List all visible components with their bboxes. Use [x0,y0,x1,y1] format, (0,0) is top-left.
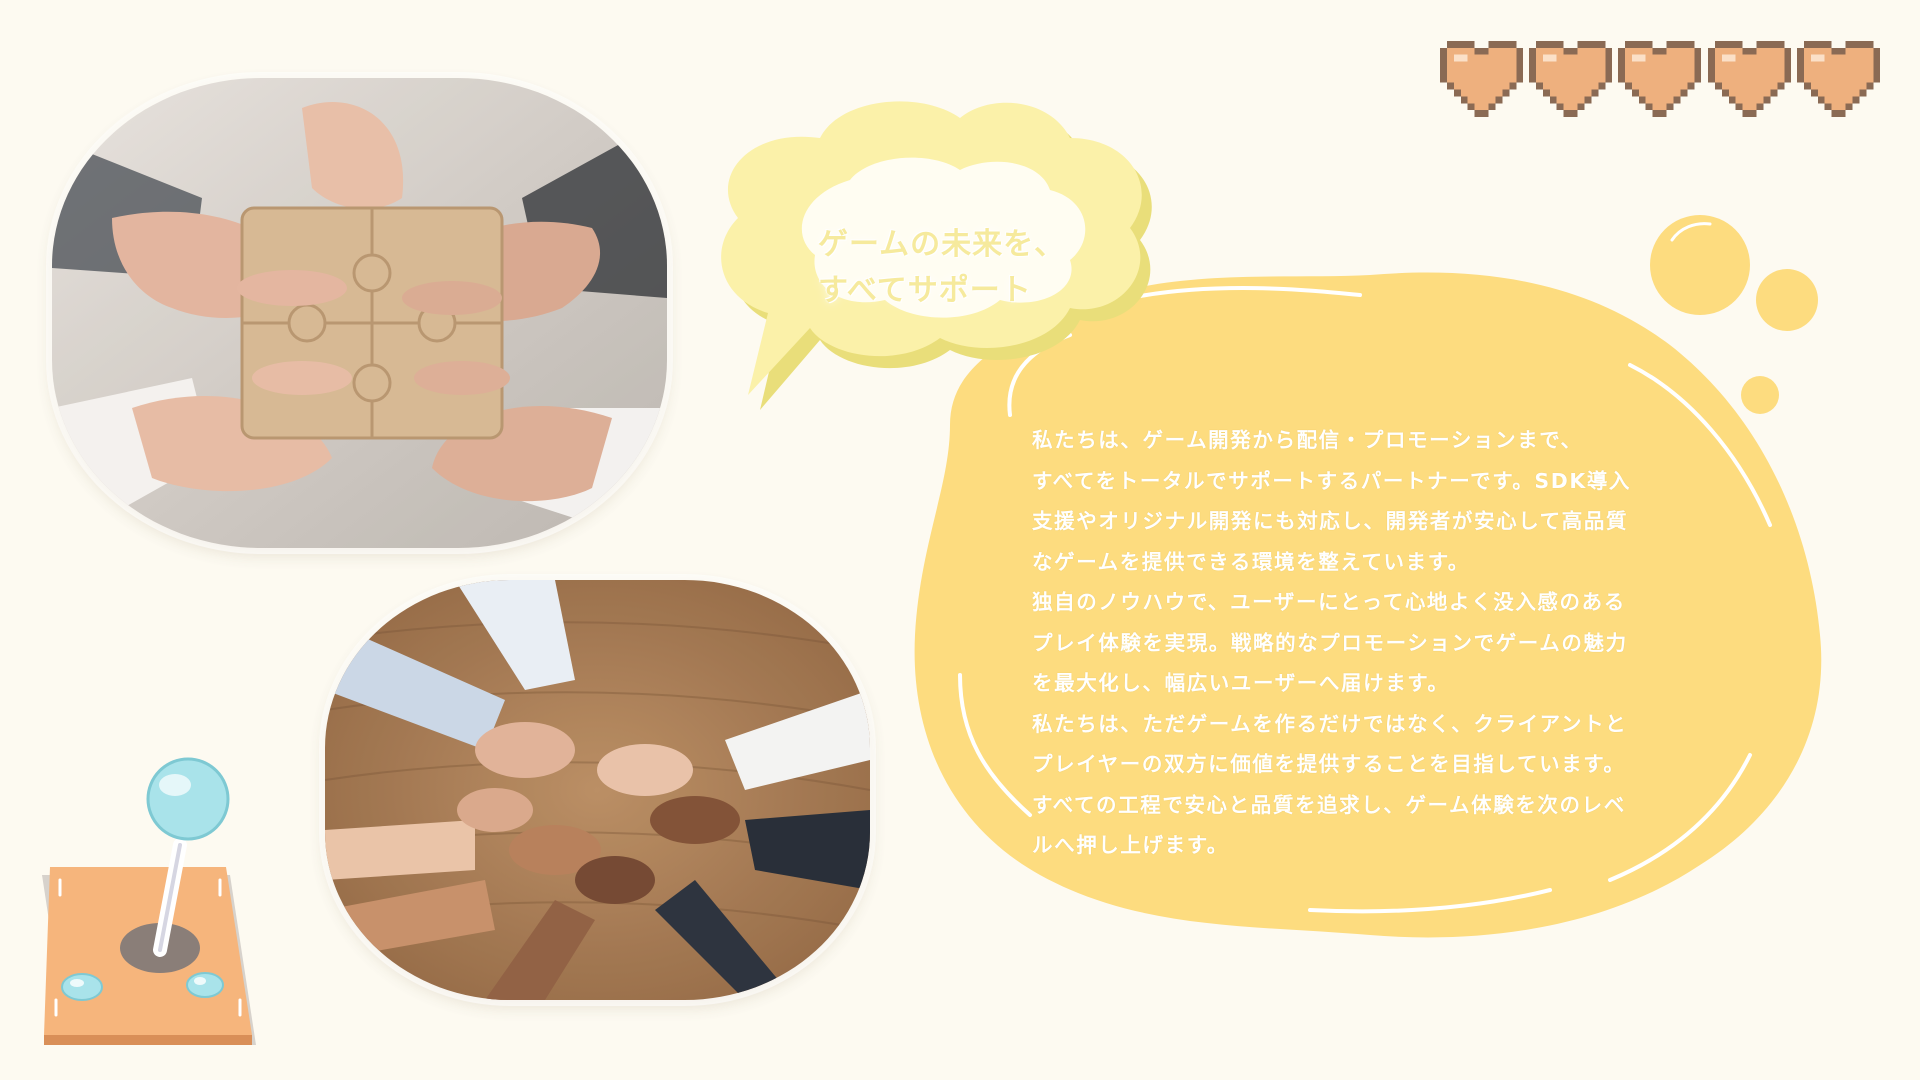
description-line: なゲームを提供できる環境を整えています。 [1032,549,1470,574]
description-line: プレイ体験を実現。戦略的なプロモーションでゲームの魅力 [1032,630,1628,655]
pixel-heart-icon [1440,40,1524,118]
pixel-heart-icon [1707,40,1791,118]
company-description: 私たちは、ゲーム開発から配信・プロモーションまで、 すべてをトータルでサポートす… [1032,420,1692,866]
description-line: すべての工程で安心と品質を追求し、ゲーム体験を次のレベ [1032,792,1626,817]
joined-hands-photo [325,580,870,1000]
decorative-dots [1650,215,1818,414]
description-line: ルへ押し上げます。 [1032,833,1229,857]
puzzle-hands-photo [52,78,667,548]
hearts-row [1440,40,1881,120]
pixel-heart-icon [1796,40,1881,118]
speech-bubble [721,101,1152,410]
joystick-icon [42,757,256,1045]
bubble-line-1: ゲームの未来を、 [818,227,1066,262]
yellow-blob-panel [914,272,1822,938]
bubble-headline: ゲームの未来を、 すべてサポート [818,222,1108,314]
bubble-line-2: すべてサポート [818,273,1032,308]
description-line: 私たちは、ゲーム開発から配信・プロモーションまで、 [1032,428,1583,452]
description-line: を最大化し、幅広いユーザーへ届けます。 [1032,671,1450,695]
description-line: 私たちは、ただゲームを作るだけではなく、クライアントと [1032,711,1628,736]
pixel-heart-icon [1618,40,1702,118]
description-line: すべてをトータルでサポートするパートナーです。SDK導入 [1032,468,1632,493]
description-line: 支援やオリジナル開発にも対応し、開発者が安心して高品質 [1032,509,1629,533]
description-line: プレイヤーの双方に価値を提供することを目指しています。 [1032,752,1626,776]
pixel-heart-icon [1529,40,1613,118]
description-line: 独自のノウハウで、ユーザーにとって心地よく没入感のある [1032,590,1626,614]
